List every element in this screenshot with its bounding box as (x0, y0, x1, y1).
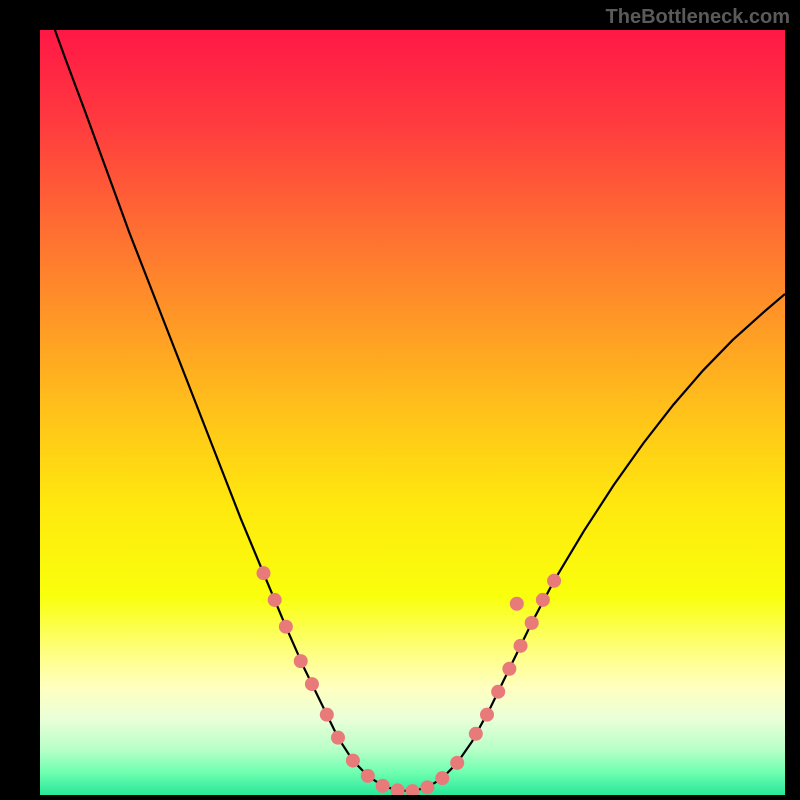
marker-dot (331, 731, 345, 745)
marker-dot (480, 708, 494, 722)
marker-dot (376, 779, 390, 793)
marker-dot (510, 597, 524, 611)
marker-dot (361, 769, 375, 783)
marker-dot (536, 593, 550, 607)
marker-dot (406, 784, 420, 795)
marker-dot (435, 771, 449, 785)
marker-dot (257, 566, 271, 580)
watermark-text: TheBottleneck.com (606, 6, 790, 29)
marker-dot (491, 685, 505, 699)
marker-dot (305, 677, 319, 691)
marker-dot (450, 756, 464, 770)
marker-dot (502, 662, 516, 676)
marker-group (257, 566, 562, 795)
marker-dot (320, 708, 334, 722)
marker-dot (420, 780, 434, 794)
marker-dot (294, 654, 308, 668)
marker-dot (547, 574, 561, 588)
marker-dot (268, 593, 282, 607)
marker-dot (469, 727, 483, 741)
curve-layer (40, 30, 785, 795)
marker-dot (514, 639, 528, 653)
marker-dot (391, 783, 405, 795)
bottleneck-curve (55, 30, 785, 791)
marker-dot (525, 616, 539, 630)
plot-area (40, 30, 785, 795)
marker-dot (346, 754, 360, 768)
marker-dot (279, 620, 293, 634)
